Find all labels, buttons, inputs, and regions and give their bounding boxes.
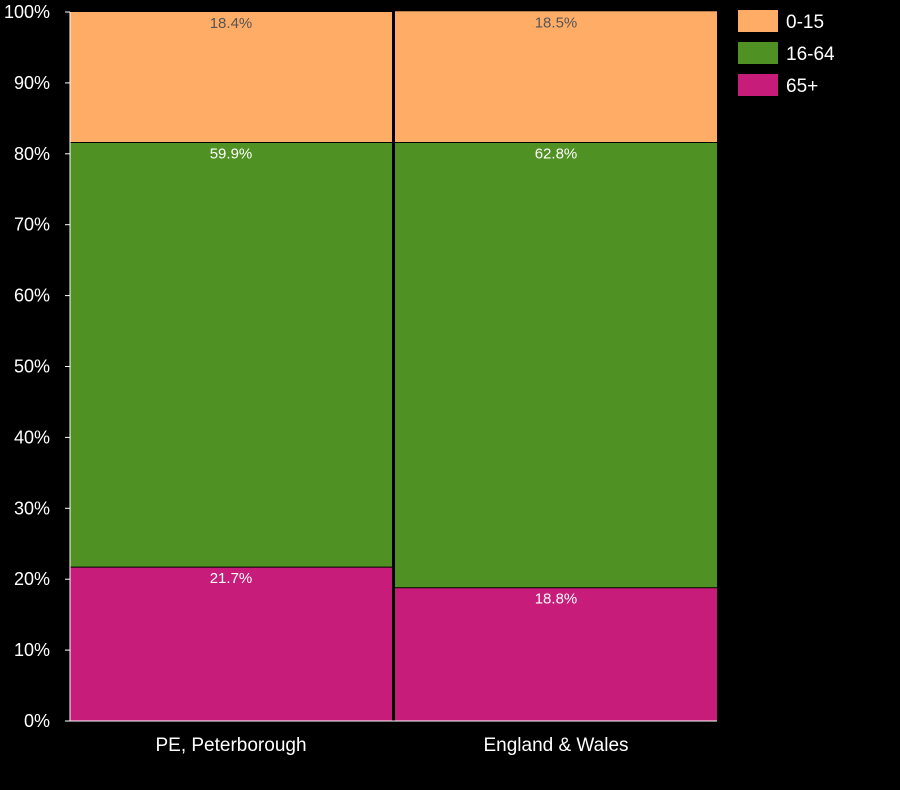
- data-label: 59.9%: [210, 145, 253, 162]
- y-tick-label: 30%: [14, 498, 50, 518]
- legend-label: 65+: [786, 76, 818, 97]
- y-tick-label: 100%: [4, 2, 50, 22]
- data-label: 21.7%: [210, 570, 253, 587]
- x-axis: PE, Peterborough England & Wales: [70, 720, 717, 756]
- legend-label: 16-64: [786, 44, 835, 65]
- y-tick-label: 20%: [14, 569, 50, 589]
- plot-area: 21.7% 59.9% 18.4% 18.8% 62.8% 18.5%: [70, 11, 717, 721]
- bar-segment: [70, 567, 392, 721]
- data-label: 62.8%: [535, 145, 578, 162]
- y-tick-label: 80%: [14, 144, 50, 164]
- legend-swatch: [738, 10, 778, 32]
- bar-segment: [70, 12, 392, 143]
- bar-segment: [70, 142, 392, 568]
- y-tick-label: 10%: [14, 640, 50, 660]
- y-axis: 0% 10% 20% 30% 40% 50% 60% 70% 80% 90% 100%: [4, 2, 71, 731]
- bar-segment: [395, 587, 717, 721]
- y-tick-label: 90%: [14, 73, 50, 93]
- y-tick-label: 60%: [14, 286, 50, 306]
- x-category-label: PE, Peterborough: [155, 735, 306, 756]
- x-category-label: England & Wales: [483, 735, 628, 756]
- legend-label: 0-15: [786, 12, 824, 33]
- legend-swatch: [738, 42, 778, 64]
- y-tick-label: 40%: [14, 427, 50, 447]
- y-tick-label: 0%: [24, 711, 50, 731]
- data-label: 18.4%: [210, 15, 253, 32]
- data-label: 18.8%: [535, 591, 578, 608]
- y-tick-label: 70%: [14, 215, 50, 235]
- legend: 0-15 16-64 65+: [738, 10, 835, 97]
- data-label: 18.5%: [535, 14, 578, 31]
- bar-segment: [395, 142, 717, 588]
- legend-swatch: [738, 74, 778, 96]
- bar-segment: [395, 11, 717, 143]
- y-tick-label: 50%: [14, 357, 50, 377]
